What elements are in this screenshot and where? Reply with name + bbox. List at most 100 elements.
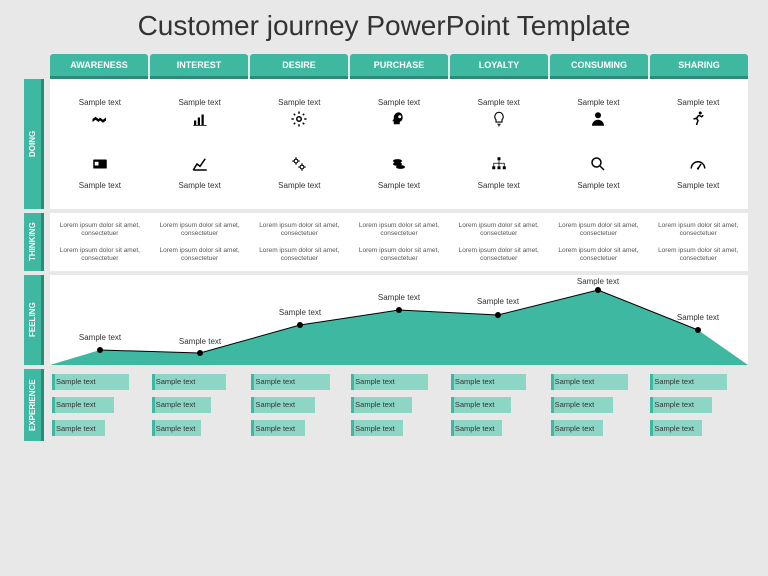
- thinking-text: Lorem ipsum dolor sit amet, consectetuer: [252, 222, 346, 238]
- feeling-label: Sample text: [179, 337, 221, 346]
- doing-text: Sample text: [677, 98, 719, 107]
- doing-text: Sample text: [278, 181, 320, 190]
- journey-grid: AWARENESSINTERESTDESIREPURCHASELOYALTYCO…: [50, 54, 748, 441]
- stage-header: SHARING: [650, 54, 748, 79]
- gears-icon: [290, 155, 308, 178]
- row-label-experience: EXPERIENCE: [24, 369, 44, 441]
- handshake-icon: [91, 110, 109, 133]
- thinking-text: Lorem ipsum dolor sit amet, consectetuer: [651, 222, 745, 238]
- doing-text: Sample text: [178, 181, 220, 190]
- thinking-text: Lorem ipsum dolor sit amet, consectetuer: [352, 247, 446, 263]
- coins-icon: [390, 155, 408, 178]
- experience-cell: Sample text Sample text Sample text: [150, 369, 250, 441]
- person-icon: [589, 110, 607, 133]
- experience-bar: Sample text: [251, 397, 314, 413]
- slide: Customer journey PowerPoint Template AWA…: [0, 0, 768, 576]
- doing-text: Sample text: [79, 98, 121, 107]
- page-title: Customer journey PowerPoint Template: [20, 10, 748, 42]
- doing-text: Sample text: [178, 98, 220, 107]
- doing-text: Sample text: [79, 181, 121, 190]
- thinking-cell: Lorem ipsum dolor sit amet, consectetuer…: [648, 213, 748, 271]
- doing-text: Sample text: [278, 98, 320, 107]
- feeling-label: Sample text: [677, 313, 719, 322]
- head-icon: [390, 110, 408, 133]
- experience-row: EXPERIENCE Sample textSample textSample …: [50, 369, 748, 441]
- gear-icon: [290, 110, 308, 133]
- experience-bar: Sample text: [251, 374, 329, 390]
- experience-cell: Sample text Sample text Sample text: [549, 369, 649, 441]
- doing-cell: Sample text Sample text: [549, 79, 649, 209]
- stage-header: CONSUMING: [550, 54, 648, 79]
- gauge-icon: [689, 155, 707, 178]
- doing-text: Sample text: [378, 98, 420, 107]
- experience-bar: Sample text: [351, 374, 428, 390]
- experience-bar: Sample text: [251, 420, 305, 436]
- thinking-cell: Lorem ipsum dolor sit amet, consectetuer…: [449, 213, 549, 271]
- doing-cell: Sample text Sample text: [150, 79, 250, 209]
- bulb-icon: [490, 110, 508, 133]
- stage-header: PURCHASE: [350, 54, 448, 79]
- doing-cell: Sample text Sample text: [648, 79, 748, 209]
- doing-cell: Sample text Sample text: [449, 79, 549, 209]
- experience-cell: Sample textSample textSample text: [349, 369, 449, 441]
- experience-bar: Sample text: [451, 374, 527, 390]
- experience-bar: Sample text: [650, 374, 727, 390]
- feeling-label: Sample text: [378, 293, 420, 302]
- doing-text: Sample text: [378, 181, 420, 190]
- experience-bar: Sample text: [551, 420, 604, 436]
- thinking-cell: Lorem ipsum dolor sit amet, consectetuer…: [549, 213, 649, 271]
- experience-cell: Sample text Sample text Sample text: [449, 369, 549, 441]
- thinking-cell: Lorem ipsum dolor sit amet, consectetuer…: [349, 213, 449, 271]
- thinking-text: Lorem ipsum dolor sit amet, consectetuer: [252, 247, 346, 263]
- thinking-cell: Lorem ipsum dolor sit amet, consectetuer…: [150, 213, 250, 271]
- doing-cell: Sample text Sample text: [349, 79, 449, 209]
- feeling-label: Sample text: [279, 308, 321, 317]
- experience-bar: Sample text: [152, 374, 227, 390]
- experience-bar: Sample text: [152, 420, 202, 436]
- row-label-feeling: FEELING: [24, 275, 44, 365]
- thinking-text: Lorem ipsum dolor sit amet, consectetuer: [153, 222, 247, 238]
- experience-bar: Sample text: [551, 397, 613, 413]
- thinking-cell: Lorem ipsum dolor sit amet, consectetuer…: [249, 213, 349, 271]
- thinking-text: Lorem ipsum dolor sit amet, consectetuer: [552, 222, 646, 238]
- experience-bar: Sample text: [52, 374, 129, 390]
- doing-text: Sample text: [577, 181, 619, 190]
- experience-cell: Sample text Sample text Sample text: [50, 369, 150, 441]
- doing-text: Sample text: [478, 181, 520, 190]
- experience-bar: Sample text: [650, 420, 702, 436]
- thinking-cell: Lorem ipsum dolor sit amet, consectetuer…: [50, 213, 150, 271]
- feeling-row: FEELING Sample textSample textSample tex…: [50, 275, 748, 365]
- feeling-label: Sample text: [477, 297, 519, 306]
- badge-icon: [91, 155, 109, 178]
- experience-bar: Sample text: [451, 397, 511, 413]
- experience-cell: Sample text Sample text Sample text: [648, 369, 748, 441]
- feeling-chart: [50, 275, 748, 365]
- doing-text: Sample text: [478, 98, 520, 107]
- doing-row: DOING Sample textSample textSample textS…: [50, 79, 748, 209]
- bars-icon: [191, 110, 209, 133]
- experience-bar: Sample text: [451, 420, 502, 436]
- search-icon: [589, 155, 607, 178]
- stage-header: AWARENESS: [50, 54, 148, 79]
- experience-bar: Sample text: [650, 397, 711, 413]
- org-icon: [490, 155, 508, 178]
- thinking-row: THINKING Lorem ipsum dolor sit amet, con…: [50, 213, 748, 271]
- thinking-text: Lorem ipsum dolor sit amet, consectetuer: [53, 247, 147, 263]
- row-label-thinking: THINKING: [24, 213, 44, 271]
- stage-header: LOYALTY: [450, 54, 548, 79]
- doing-cell: Sample text Sample text: [50, 79, 150, 209]
- experience-bar: Sample text: [152, 397, 211, 413]
- feeling-label: Sample text: [577, 277, 619, 286]
- experience-bar: Sample text: [52, 420, 105, 436]
- doing-text: Sample text: [677, 181, 719, 190]
- thinking-text: Lorem ipsum dolor sit amet, consectetuer: [651, 247, 745, 263]
- experience-bar: Sample text: [551, 374, 629, 390]
- doing-text: Sample text: [577, 98, 619, 107]
- thinking-text: Lorem ipsum dolor sit amet, consectetuer: [153, 247, 247, 263]
- thinking-text: Lorem ipsum dolor sit amet, consectetuer: [552, 247, 646, 263]
- thinking-text: Lorem ipsum dolor sit amet, consectetuer: [352, 222, 446, 238]
- experience-bar: Sample text: [52, 397, 114, 413]
- runner-icon: [689, 110, 707, 133]
- feeling-label: Sample text: [79, 333, 121, 342]
- thinking-text: Lorem ipsum dolor sit amet, consectetuer: [452, 222, 546, 238]
